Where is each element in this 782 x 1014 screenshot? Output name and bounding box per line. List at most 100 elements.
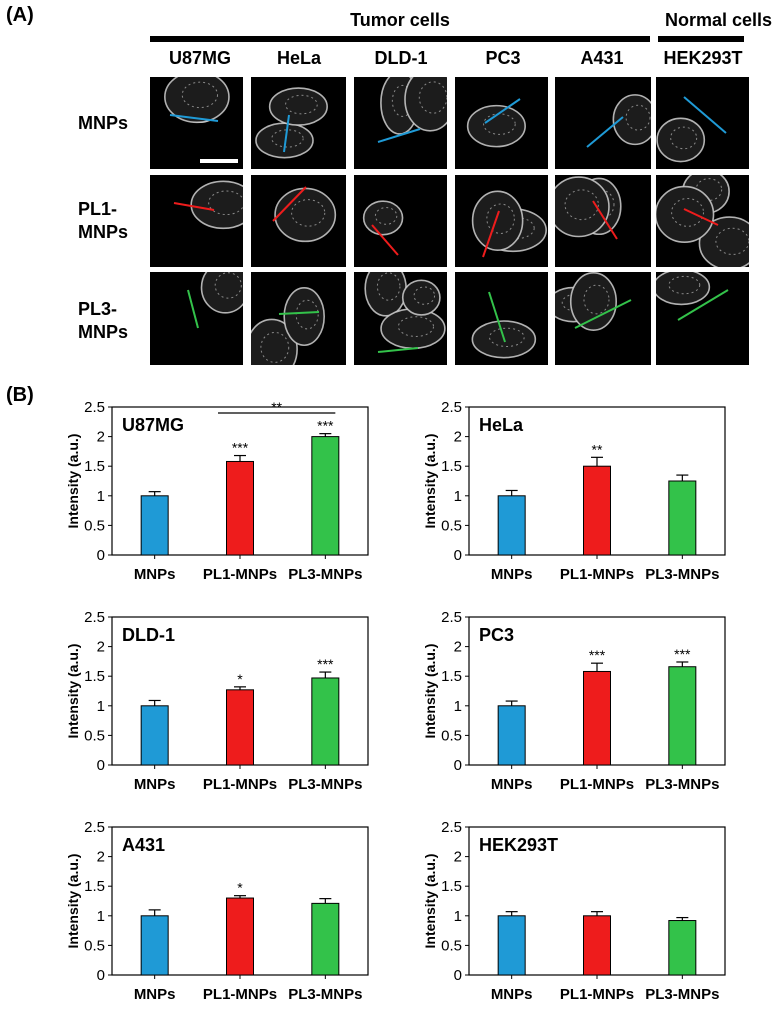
panel-b-label: (B) — [6, 384, 34, 406]
y-tick-label: 1 — [97, 488, 105, 505]
chart-title: HEK293T — [479, 835, 558, 855]
y-tick-label: 2 — [97, 639, 105, 656]
cell-outline — [656, 185, 715, 243]
y-tick-label: 0.5 — [441, 937, 462, 954]
y-axis-label: Intensity (a.u.) — [422, 434, 438, 529]
profile-line — [377, 128, 421, 143]
y-tick-label: 0.5 — [441, 517, 462, 534]
y-tick-label: 1 — [454, 698, 462, 715]
row-header-line: MNPs — [78, 222, 129, 242]
column-header-dld1: DLD-1 — [374, 48, 428, 68]
row-header-line: MNPs — [78, 113, 129, 133]
cell-texture — [181, 81, 219, 109]
y-tick-label: 2 — [454, 429, 462, 446]
profile-line — [484, 98, 521, 124]
bar-pl1-mnps — [226, 897, 254, 976]
bracket-label: ** — [271, 399, 282, 415]
micrograph-image — [466, 98, 526, 148]
cell-texture — [583, 284, 610, 315]
bar-pl1-mnps — [226, 460, 254, 556]
cell-texture — [260, 331, 290, 363]
profile-line — [574, 299, 632, 329]
y-tick-label: 0 — [454, 967, 462, 984]
y-tick-label: 1 — [97, 698, 105, 715]
micrograph-image — [173, 180, 243, 230]
cell-texture — [670, 126, 698, 150]
x-tick-label: MNPs — [491, 986, 533, 1003]
y-tick-label: 1.5 — [441, 878, 462, 895]
micrograph-image — [272, 186, 337, 243]
bar-chart-a431: 0 0.5 1 1.5 2 2.5 Intensity (a.u.) A431 MNPs PL1-… — [62, 817, 378, 1013]
micrograph-cell — [455, 77, 548, 169]
cell-outline — [364, 272, 407, 317]
micrograph-cell — [354, 175, 447, 267]
y-tick-label: 2.5 — [84, 819, 105, 836]
cell-texture — [413, 286, 436, 305]
profile-line — [187, 289, 199, 329]
significance-label: *** — [589, 647, 606, 663]
cell-texture — [561, 293, 592, 312]
x-tick-label: MNPs — [491, 776, 533, 793]
cell-texture — [625, 104, 651, 131]
micrograph-cell — [656, 77, 749, 169]
micrograph-cell — [555, 272, 651, 365]
y-tick-label: 0 — [97, 967, 105, 984]
profile-line — [592, 200, 618, 240]
cell-outline — [656, 272, 711, 306]
cell-outline — [612, 94, 651, 146]
micrograph-cell — [555, 77, 651, 169]
y-tick-label: 1 — [454, 908, 462, 925]
y-tick-label: 1.5 — [84, 668, 105, 685]
y-tick-label: 2 — [454, 849, 462, 866]
profile-line — [377, 347, 419, 353]
y-tick-label: 0.5 — [84, 937, 105, 954]
micrograph-cell — [150, 77, 243, 169]
cell-outline — [362, 200, 404, 236]
micrograph-image — [555, 176, 622, 240]
x-tick-label: PL3-MNPs — [645, 986, 719, 1003]
micrograph-cell — [354, 77, 447, 169]
y-tick-label: 2.5 — [84, 609, 105, 626]
x-tick-label: PL1-MNPs — [560, 986, 634, 1003]
profile-line — [683, 96, 727, 134]
x-tick-label: PL3-MNPs — [288, 566, 362, 583]
profile-line — [278, 311, 320, 315]
micrograph-image — [656, 175, 749, 267]
cell-outline — [283, 287, 325, 347]
cell-outline — [555, 176, 610, 238]
column-header-pc3: PC3 — [485, 48, 521, 68]
cell-texture — [671, 198, 704, 227]
chart-title: U87MG — [122, 415, 184, 435]
micrograph-image — [656, 272, 729, 321]
x-tick-label: PL3-MNPs — [288, 986, 362, 1003]
y-axis-label: Intensity (a.u.) — [65, 644, 81, 739]
x-tick-label: PL1-MNPs — [203, 566, 277, 583]
micrograph-image — [586, 94, 651, 148]
profile-line — [586, 116, 624, 148]
micrograph-image — [164, 77, 238, 163]
bar-chart-dld1: 0 0.5 1 1.5 2 2.5 Intensity (a.u.) DLD-1 MNPs PL1… — [62, 607, 378, 803]
significance-label: * — [237, 671, 243, 687]
profile-line — [482, 210, 500, 258]
profile-line — [371, 224, 399, 256]
micrograph-image — [656, 96, 727, 163]
significance-label: * — [237, 880, 243, 896]
micrograph-image — [555, 272, 632, 331]
cell-outline — [190, 180, 243, 230]
y-axis-label: Intensity (a.u.) — [422, 644, 438, 739]
profile-line — [173, 202, 215, 211]
bar-mnps — [140, 705, 169, 766]
y-tick-label: 0 — [97, 547, 105, 564]
bar-pl3-mnps — [311, 902, 340, 976]
column-header-a431: A431 — [580, 48, 624, 68]
micrograph-image — [377, 77, 447, 143]
group-label-tumor: Tumor cells — [350, 10, 450, 30]
y-tick-label: 0.5 — [441, 727, 462, 744]
bar-mnps — [140, 915, 169, 976]
micrograph-cell — [251, 272, 346, 365]
significance-label: *** — [674, 646, 691, 662]
y-tick-label: 2.5 — [84, 399, 105, 416]
micrograph-image — [251, 287, 325, 365]
chart-title: DLD-1 — [122, 625, 175, 645]
x-tick-label: PL3-MNPs — [288, 776, 362, 793]
